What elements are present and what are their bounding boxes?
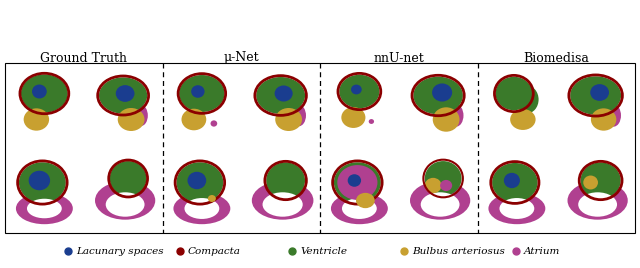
Ellipse shape (208, 195, 216, 202)
Ellipse shape (291, 105, 306, 126)
Ellipse shape (182, 109, 206, 130)
Ellipse shape (116, 85, 134, 102)
Ellipse shape (369, 119, 374, 124)
Ellipse shape (334, 162, 381, 203)
Ellipse shape (337, 165, 378, 200)
Text: Biomedisa: Biomedisa (524, 51, 589, 65)
Ellipse shape (262, 192, 303, 217)
Text: μ-Net: μ-Net (223, 51, 259, 65)
Ellipse shape (184, 198, 220, 219)
Ellipse shape (27, 199, 62, 218)
Ellipse shape (134, 105, 148, 126)
Ellipse shape (188, 172, 206, 189)
Ellipse shape (420, 192, 460, 217)
Ellipse shape (256, 77, 305, 114)
Ellipse shape (413, 77, 463, 114)
Ellipse shape (488, 193, 545, 224)
Ellipse shape (211, 120, 217, 127)
Ellipse shape (191, 85, 205, 98)
Ellipse shape (120, 95, 127, 100)
Ellipse shape (449, 104, 463, 127)
Ellipse shape (341, 107, 365, 128)
Ellipse shape (570, 76, 621, 115)
Ellipse shape (356, 193, 375, 208)
Ellipse shape (24, 108, 49, 131)
Ellipse shape (504, 173, 520, 188)
Ellipse shape (275, 108, 302, 131)
Ellipse shape (118, 108, 145, 131)
Ellipse shape (578, 192, 617, 217)
Ellipse shape (95, 181, 156, 220)
Ellipse shape (331, 193, 388, 224)
Text: Lacunary spaces: Lacunary spaces (76, 247, 164, 255)
Ellipse shape (440, 180, 452, 191)
Ellipse shape (591, 108, 616, 131)
Ellipse shape (179, 75, 225, 112)
Ellipse shape (606, 104, 621, 127)
Text: Ground Truth: Ground Truth (40, 51, 127, 65)
Ellipse shape (32, 84, 47, 98)
Text: Bulbus arteriosus: Bulbus arteriosus (412, 247, 505, 255)
Ellipse shape (590, 84, 609, 101)
Text: Atrium: Atrium (524, 247, 561, 255)
Ellipse shape (342, 198, 377, 219)
Ellipse shape (266, 162, 305, 199)
Ellipse shape (16, 193, 73, 224)
Ellipse shape (580, 162, 621, 199)
Ellipse shape (351, 85, 362, 94)
Ellipse shape (29, 171, 50, 190)
Ellipse shape (583, 176, 598, 189)
Ellipse shape (492, 163, 538, 202)
Ellipse shape (410, 181, 470, 220)
Ellipse shape (177, 162, 223, 203)
Ellipse shape (339, 75, 380, 108)
Ellipse shape (499, 198, 534, 219)
Ellipse shape (433, 107, 460, 132)
Ellipse shape (99, 77, 147, 114)
Text: Compacta: Compacta (188, 247, 241, 255)
Text: nnU-net: nnU-net (373, 51, 424, 65)
Ellipse shape (106, 192, 145, 217)
Ellipse shape (515, 85, 539, 113)
Ellipse shape (425, 178, 442, 193)
Ellipse shape (275, 85, 292, 102)
Ellipse shape (432, 83, 452, 102)
Ellipse shape (109, 161, 147, 196)
Ellipse shape (252, 181, 314, 220)
Text: Ventricle: Ventricle (300, 247, 347, 255)
Ellipse shape (510, 109, 536, 130)
Ellipse shape (21, 74, 68, 113)
Ellipse shape (425, 161, 461, 196)
Ellipse shape (19, 162, 66, 203)
Ellipse shape (173, 193, 230, 224)
Ellipse shape (348, 174, 361, 187)
Ellipse shape (495, 77, 532, 110)
FancyBboxPatch shape (5, 63, 635, 233)
Ellipse shape (568, 181, 628, 220)
